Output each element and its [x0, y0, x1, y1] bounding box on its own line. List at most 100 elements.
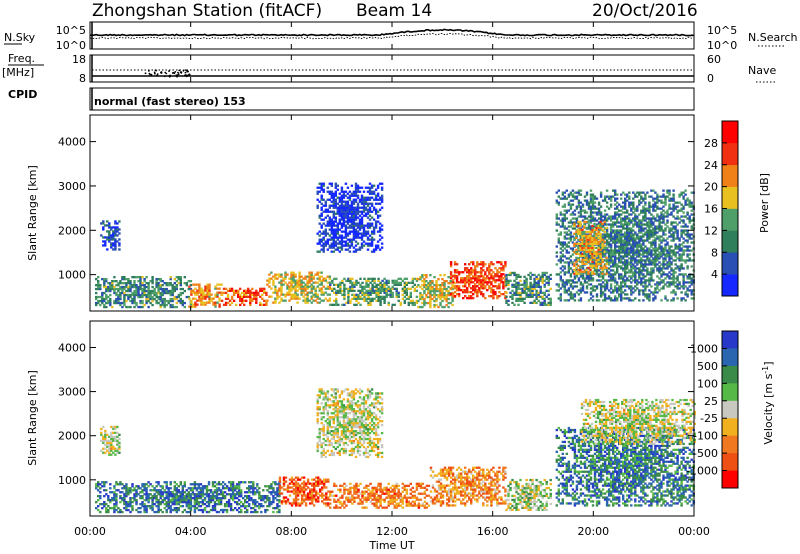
- power-cell: [149, 297, 152, 301]
- power-cell: [624, 221, 627, 224]
- noise-right-tick-bottom: 10^0: [707, 39, 737, 52]
- power-cell: [326, 240, 330, 243]
- power-cell: [362, 240, 366, 243]
- power-cell: [322, 244, 325, 247]
- power-cell: [468, 269, 471, 272]
- power-cell: [622, 255, 625, 258]
- power-cell: [101, 278, 104, 281]
- power-cell: [607, 255, 611, 258]
- power-cell: [646, 269, 649, 272]
- power-cell: [425, 287, 428, 291]
- power-cell: [648, 295, 651, 298]
- power-cell: [381, 297, 384, 300]
- power-cell: [609, 257, 613, 260]
- power-cell: [360, 218, 364, 221]
- power-cell: [441, 299, 444, 303]
- power-cell: [686, 267, 689, 270]
- power-cell: [302, 291, 305, 294]
- power-cell: [290, 283, 293, 286]
- power-cell: [290, 279, 293, 282]
- power-cell: [563, 231, 567, 234]
- power-cell: [290, 287, 293, 290]
- power-cell: [320, 184, 323, 187]
- power-cell: [634, 249, 637, 252]
- power-cell: [147, 297, 150, 301]
- power-cell: [597, 246, 600, 249]
- power-cell: [640, 243, 643, 246]
- power-cell: [666, 191, 669, 194]
- power-cell: [401, 289, 405, 292]
- power-cell: [340, 186, 344, 189]
- power-cell: [567, 257, 571, 260]
- power-cell: [336, 238, 340, 241]
- power-cell: [391, 293, 394, 296]
- power-cell: [658, 267, 661, 270]
- power-cell: [525, 285, 528, 288]
- power-cell: [616, 251, 619, 254]
- power-cell: [529, 289, 532, 292]
- power-cell: [334, 232, 338, 235]
- power-cell: [674, 247, 677, 250]
- power-cell: [644, 255, 647, 258]
- power-cell: [253, 293, 256, 296]
- power-cell: [391, 287, 394, 290]
- power-cell: [364, 196, 368, 199]
- power-cell: [577, 246, 580, 249]
- power-cell: [320, 293, 323, 296]
- power-cell: [648, 201, 651, 204]
- power-cell: [375, 283, 378, 286]
- power-cell: [656, 287, 659, 290]
- power-cell: [407, 301, 411, 304]
- power-cell: [336, 232, 340, 235]
- power-cell: [365, 283, 368, 286]
- power-cell: [583, 244, 586, 247]
- power-cell: [569, 285, 573, 288]
- power-cell: [333, 303, 336, 306]
- power-cell: [365, 293, 368, 296]
- power-cell: [656, 259, 659, 262]
- power-cell: [616, 263, 619, 266]
- power-cell: [593, 195, 597, 198]
- power-cell: [612, 235, 615, 238]
- power-cell: [464, 283, 467, 286]
- power-cell: [622, 269, 625, 272]
- power-cell: [607, 241, 611, 244]
- power-cell: [620, 225, 623, 228]
- power-cell: [549, 303, 552, 306]
- power-cell: [517, 299, 520, 302]
- power-cell: [680, 257, 683, 260]
- power-cell: [642, 293, 645, 296]
- power-cell: [674, 255, 677, 258]
- power-cell: [581, 215, 585, 218]
- power-cell: [535, 301, 538, 304]
- power-cell: [492, 263, 495, 266]
- power-cell: [587, 215, 591, 218]
- power-cell: [320, 232, 323, 235]
- power-cell: [355, 303, 358, 306]
- power-cell: [449, 273, 453, 276]
- power-cell: [585, 287, 589, 290]
- power-cell: [575, 241, 579, 244]
- power-cell: [609, 299, 613, 302]
- power-cell: [648, 233, 651, 236]
- power-cell: [609, 205, 613, 208]
- power-cell: [419, 297, 422, 301]
- power-cell: [232, 291, 236, 294]
- power-cell: [159, 280, 162, 283]
- power-cell: [362, 230, 366, 233]
- power-cell: [658, 229, 661, 232]
- power-cell: [593, 252, 596, 255]
- power-cell: [674, 263, 677, 266]
- power-cell: [415, 295, 419, 298]
- power-cell: [159, 297, 162, 301]
- power-cell: [437, 278, 440, 281]
- power-cell: [575, 275, 579, 278]
- power-cell: [101, 295, 104, 299]
- power-cell: [549, 277, 552, 280]
- power-cell: [571, 195, 575, 198]
- power-cell: [139, 295, 142, 299]
- power-cell: [118, 242, 121, 245]
- power-cell: [108, 236, 111, 239]
- power-cell: [565, 245, 569, 248]
- power-cell: [320, 275, 323, 278]
